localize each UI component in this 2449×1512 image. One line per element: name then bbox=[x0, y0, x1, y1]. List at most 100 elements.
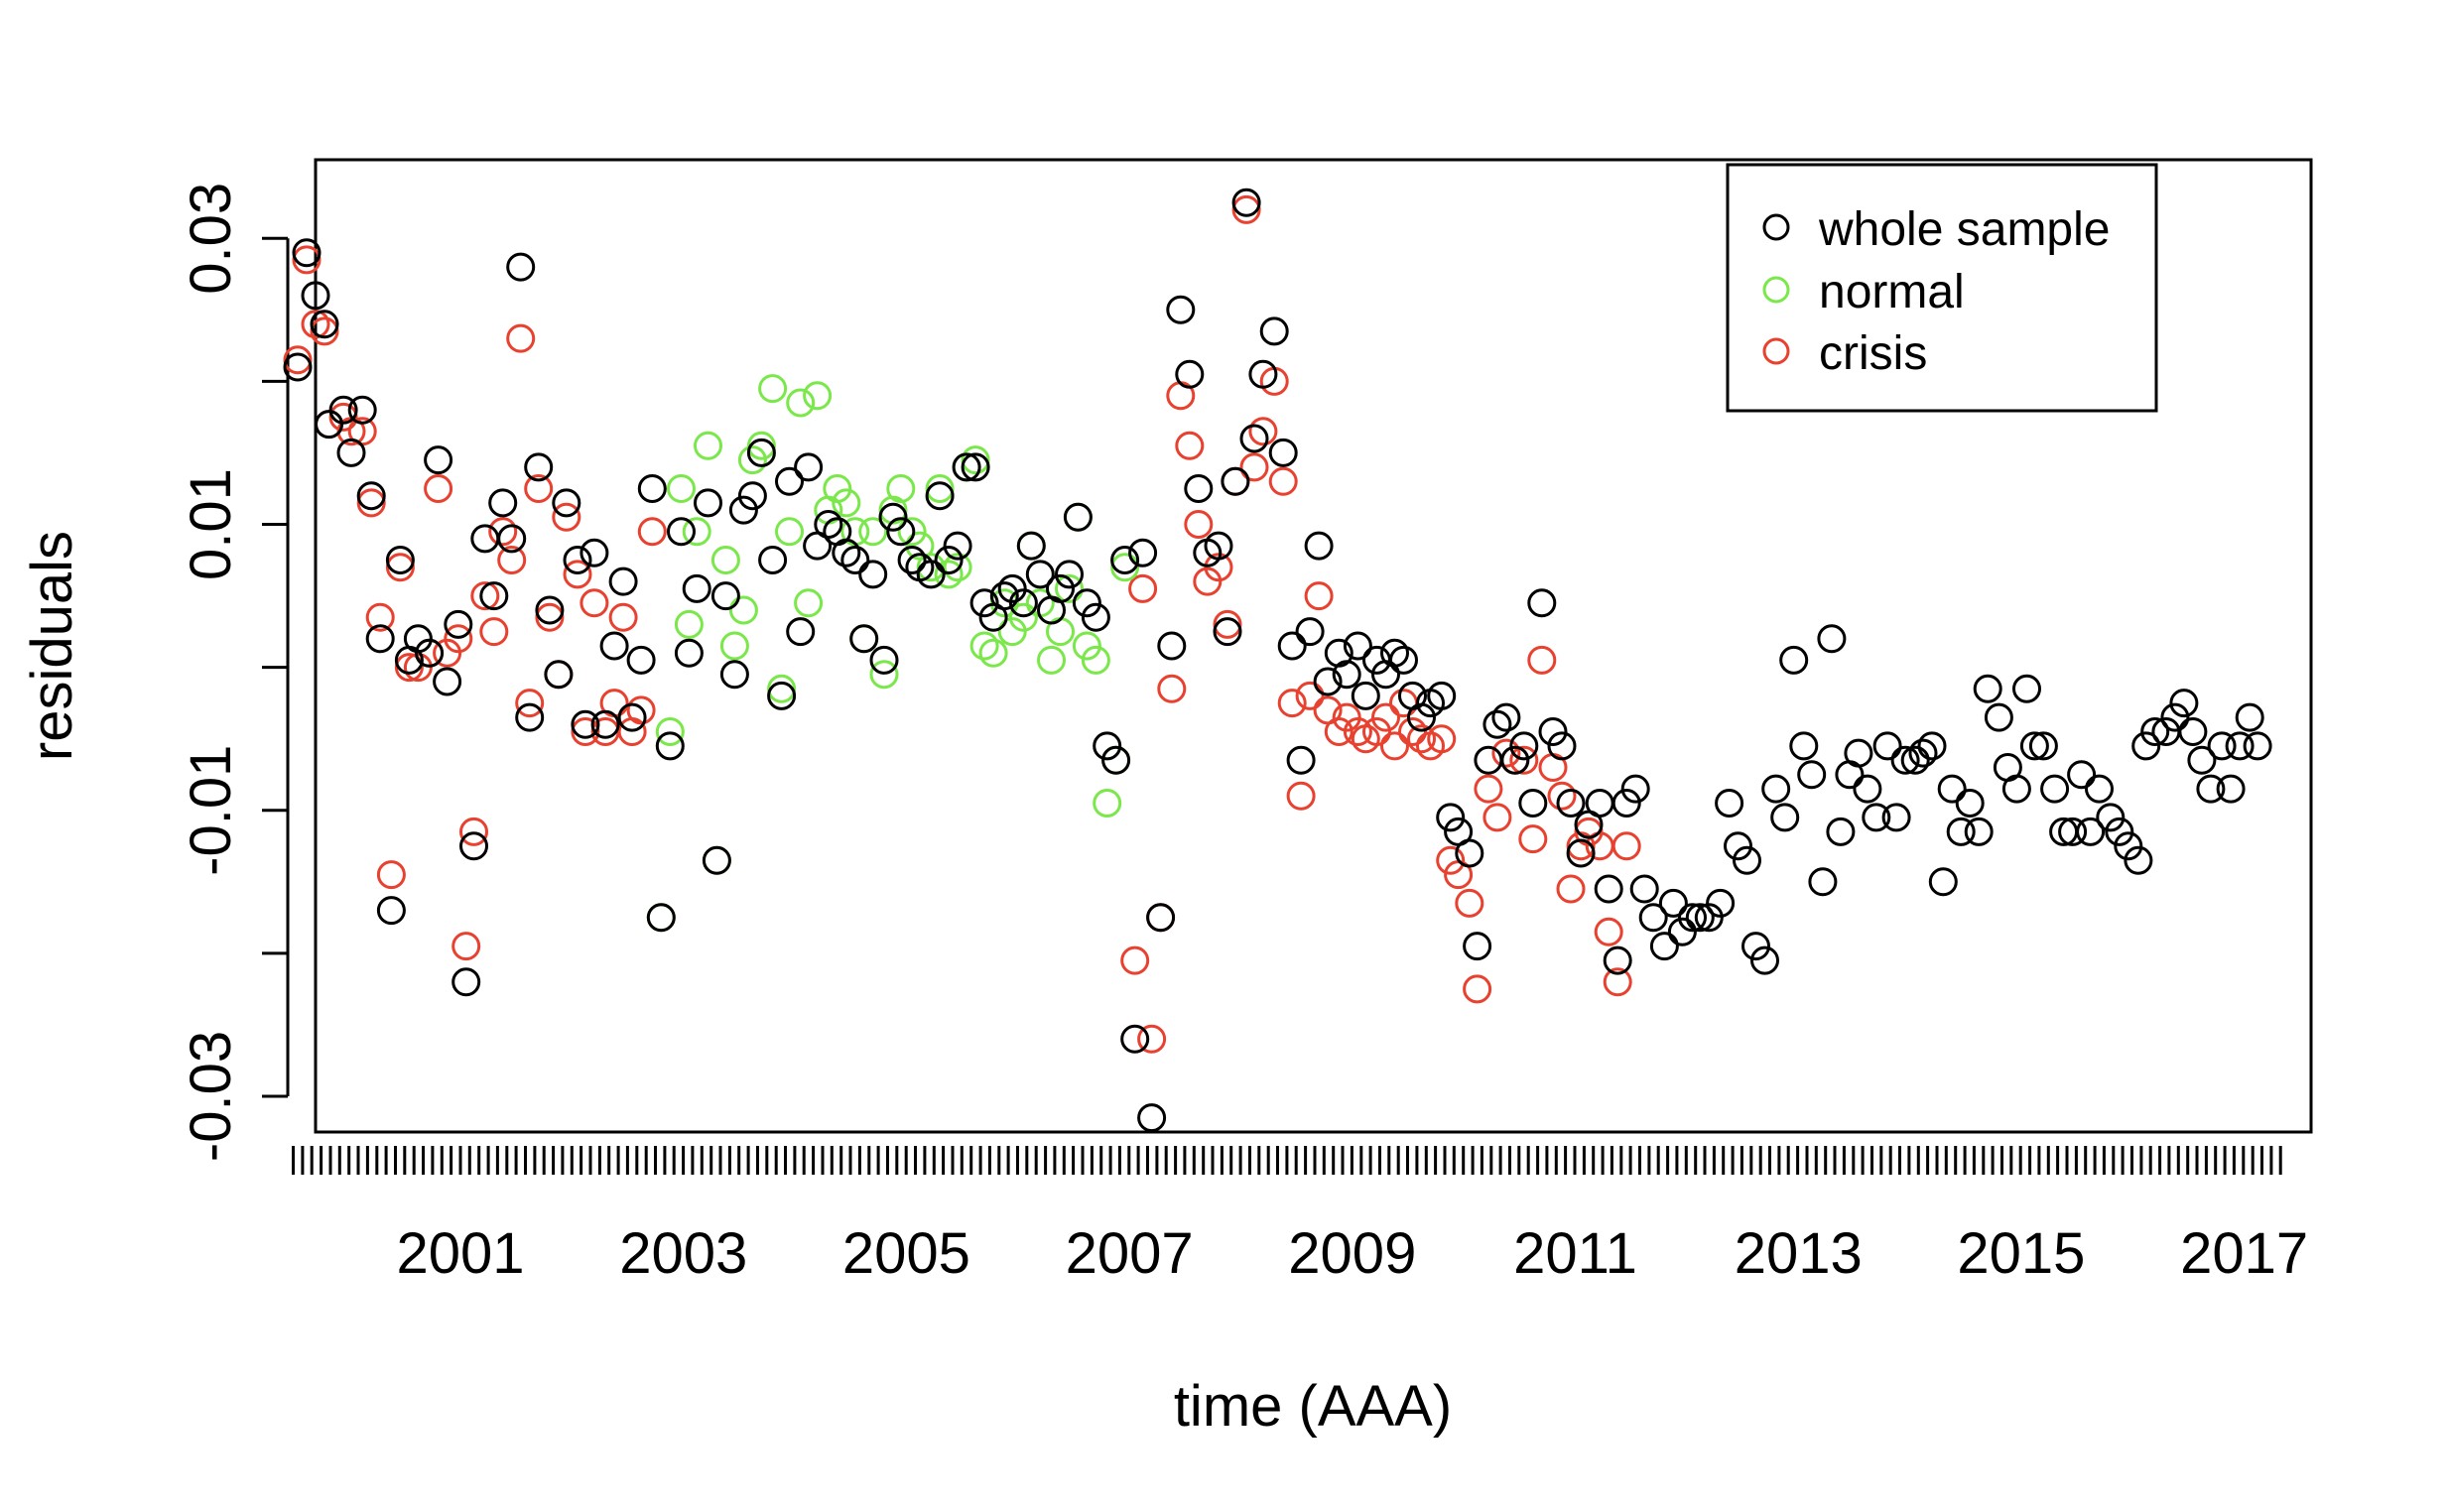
point-whole-sample bbox=[2187, 745, 2217, 775]
point-whole-sample bbox=[1436, 803, 1466, 832]
point-crisis bbox=[394, 653, 424, 683]
point-whole-sample bbox=[1611, 789, 1641, 818]
point-whole-sample bbox=[710, 581, 740, 611]
point-whole-sample bbox=[1853, 774, 1882, 804]
point-whole-sample bbox=[637, 474, 667, 503]
point-whole-sample bbox=[1175, 359, 1205, 389]
point-whole-sample bbox=[1964, 817, 1994, 846]
point-whole-sample bbox=[1603, 945, 1632, 975]
x-tick-label: 2009 bbox=[1288, 1221, 1416, 1286]
point-whole-sample bbox=[1808, 867, 1838, 897]
point-whole-sample bbox=[1629, 874, 1659, 904]
point-normal bbox=[869, 660, 899, 690]
point-crisis bbox=[470, 581, 500, 611]
point-whole-sample bbox=[1093, 731, 1122, 761]
point-crisis bbox=[571, 717, 600, 746]
point-whole-sample bbox=[1128, 538, 1158, 567]
legend-box bbox=[1726, 163, 2158, 413]
point-whole-sample bbox=[433, 667, 462, 696]
point-normal bbox=[943, 553, 972, 582]
point-whole-sample bbox=[424, 445, 453, 475]
point-whole-sample bbox=[1620, 774, 1650, 804]
point-whole-sample bbox=[580, 538, 609, 567]
point-whole-sample bbox=[347, 395, 377, 425]
point-whole-sample bbox=[2040, 774, 2070, 804]
point-whole-sample bbox=[1761, 774, 1791, 804]
point-crisis bbox=[283, 345, 313, 375]
point-crisis bbox=[626, 695, 656, 725]
point-whole-sample bbox=[2058, 817, 2088, 846]
point-whole-sample bbox=[2243, 731, 2272, 761]
point-crisis bbox=[403, 653, 433, 683]
point-whole-sample bbox=[415, 638, 445, 668]
point-crisis bbox=[1193, 567, 1223, 596]
point-whole-sample bbox=[1797, 760, 1827, 790]
point-crisis bbox=[1427, 724, 1457, 754]
point-whole-sample bbox=[1025, 560, 1055, 589]
point-whole-sample bbox=[1231, 188, 1261, 217]
x-axis: 2001 2003 2005 2007 2009 2011 2013 2015 2017 bbox=[397, 1221, 2309, 1286]
point-whole-sample bbox=[1351, 681, 1380, 710]
point-normal bbox=[746, 431, 776, 460]
point-whole-sample bbox=[952, 452, 981, 482]
point-crisis bbox=[1304, 581, 1334, 611]
point-whole-sample bbox=[655, 731, 685, 761]
point-whole-sample bbox=[1518, 789, 1548, 818]
point-whole-sample bbox=[1380, 638, 1409, 668]
point-crisis bbox=[1295, 681, 1325, 710]
point-whole-sample bbox=[969, 588, 999, 618]
point-crisis bbox=[1436, 845, 1466, 875]
point-normal bbox=[1110, 553, 1140, 582]
point-whole-sample bbox=[702, 845, 731, 875]
point-whole-sample bbox=[1072, 588, 1101, 618]
point-normal bbox=[1055, 573, 1084, 603]
point-whole-sample bbox=[1658, 888, 1688, 918]
point-normal bbox=[1072, 631, 1101, 661]
point-whole-sample bbox=[2105, 817, 2134, 846]
point-whole-sample bbox=[1008, 588, 1038, 618]
point-normal bbox=[961, 445, 990, 475]
point-whole-sample bbox=[682, 573, 711, 603]
point-whole-sample bbox=[1120, 1024, 1150, 1054]
y-tick-label: -0.03 bbox=[179, 1031, 243, 1162]
point-whole-sample bbox=[1482, 709, 1512, 739]
point-crisis bbox=[1213, 609, 1242, 639]
point-whole-sample bbox=[2225, 731, 2255, 761]
point-normal bbox=[832, 488, 861, 518]
point-whole-sample bbox=[1872, 731, 1902, 761]
point-crisis bbox=[424, 474, 453, 503]
point-whole-sample bbox=[608, 567, 638, 596]
point-whole-sample bbox=[563, 546, 592, 574]
point-whole-sample bbox=[728, 495, 758, 525]
point-whole-sample bbox=[1844, 738, 1873, 768]
point-crisis bbox=[459, 817, 488, 846]
point-whole-sample bbox=[1890, 745, 1920, 775]
point-crisis bbox=[1491, 738, 1521, 768]
point-crisis bbox=[310, 316, 339, 346]
point-whole-sample bbox=[1268, 438, 1298, 467]
y-tick-label: 0.01 bbox=[179, 468, 243, 580]
point-crisis bbox=[1603, 967, 1632, 997]
point-crisis bbox=[1455, 888, 1484, 918]
point-whole-sample bbox=[737, 481, 767, 511]
point-whole-sample bbox=[1928, 867, 1958, 897]
point-whole-sample bbox=[1585, 789, 1614, 818]
point-whole-sample bbox=[1900, 745, 1930, 775]
point-whole-sample bbox=[403, 624, 433, 654]
point-whole-sample bbox=[301, 281, 330, 311]
plot-frame bbox=[314, 158, 2313, 1134]
legend-label-whole-sample: whole sample bbox=[1818, 203, 2110, 256]
point-whole-sample bbox=[1427, 681, 1457, 710]
point-crisis bbox=[1371, 702, 1400, 732]
point-whole-sample bbox=[2076, 817, 2106, 846]
point-whole-sample bbox=[626, 645, 656, 675]
x-tick-label: 2007 bbox=[1066, 1221, 1194, 1286]
point-normal bbox=[719, 631, 749, 661]
point-whole-sample bbox=[767, 681, 797, 710]
point-whole-sample bbox=[1937, 774, 1967, 804]
point-whole-sample bbox=[571, 709, 600, 739]
point-whole-sample bbox=[1295, 617, 1325, 647]
point-crisis bbox=[1518, 824, 1548, 854]
point-whole-sample bbox=[376, 896, 406, 926]
point-whole-sample bbox=[1649, 932, 1679, 961]
